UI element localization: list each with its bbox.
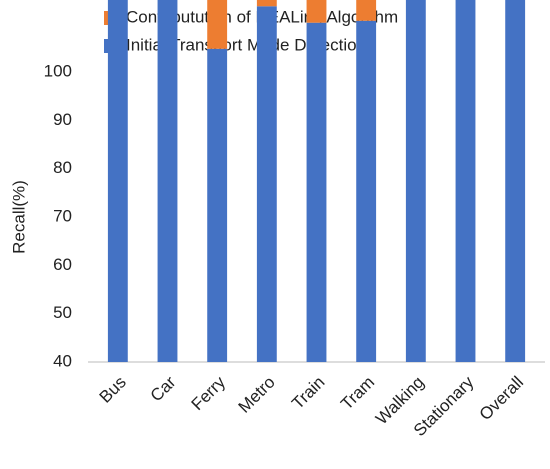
x-tick-label: Train	[288, 373, 328, 413]
x-tick-label: Metro	[235, 373, 279, 417]
bar-segment	[455, 0, 476, 362]
bar-segment	[356, 20, 377, 363]
y-tick-label: 40	[53, 351, 72, 370]
x-tick-label: Ferry	[188, 372, 230, 414]
bar-segment	[405, 0, 426, 363]
bar-segment	[356, 0, 377, 21]
y-tick-label: 60	[53, 255, 72, 274]
y-tick-label: 80	[53, 158, 72, 177]
bar-segment	[207, 48, 228, 363]
x-tick-label: Tram	[337, 373, 378, 414]
x-tick-label: Car	[147, 372, 180, 405]
bar-segment	[306, 22, 327, 362]
bar-segment	[157, 0, 178, 362]
bar-segment	[306, 0, 327, 23]
y-tick-label: 100	[44, 61, 72, 80]
bar-segment	[207, 0, 228, 49]
bar-segment	[256, 6, 277, 363]
y-axis-label: Recall(%)	[9, 180, 28, 254]
x-tick-label: Overall	[476, 373, 528, 425]
bar-segment	[256, 0, 277, 7]
x-tick-label: Bus	[96, 373, 130, 407]
y-tick-label: 50	[53, 303, 72, 322]
legend-label: Initial Transport Mode Detection	[126, 35, 366, 54]
y-tick-label: 90	[53, 110, 72, 129]
y-tick-label: 70	[53, 206, 72, 225]
bar-segment	[505, 0, 526, 362]
bar-segment	[107, 0, 128, 362]
